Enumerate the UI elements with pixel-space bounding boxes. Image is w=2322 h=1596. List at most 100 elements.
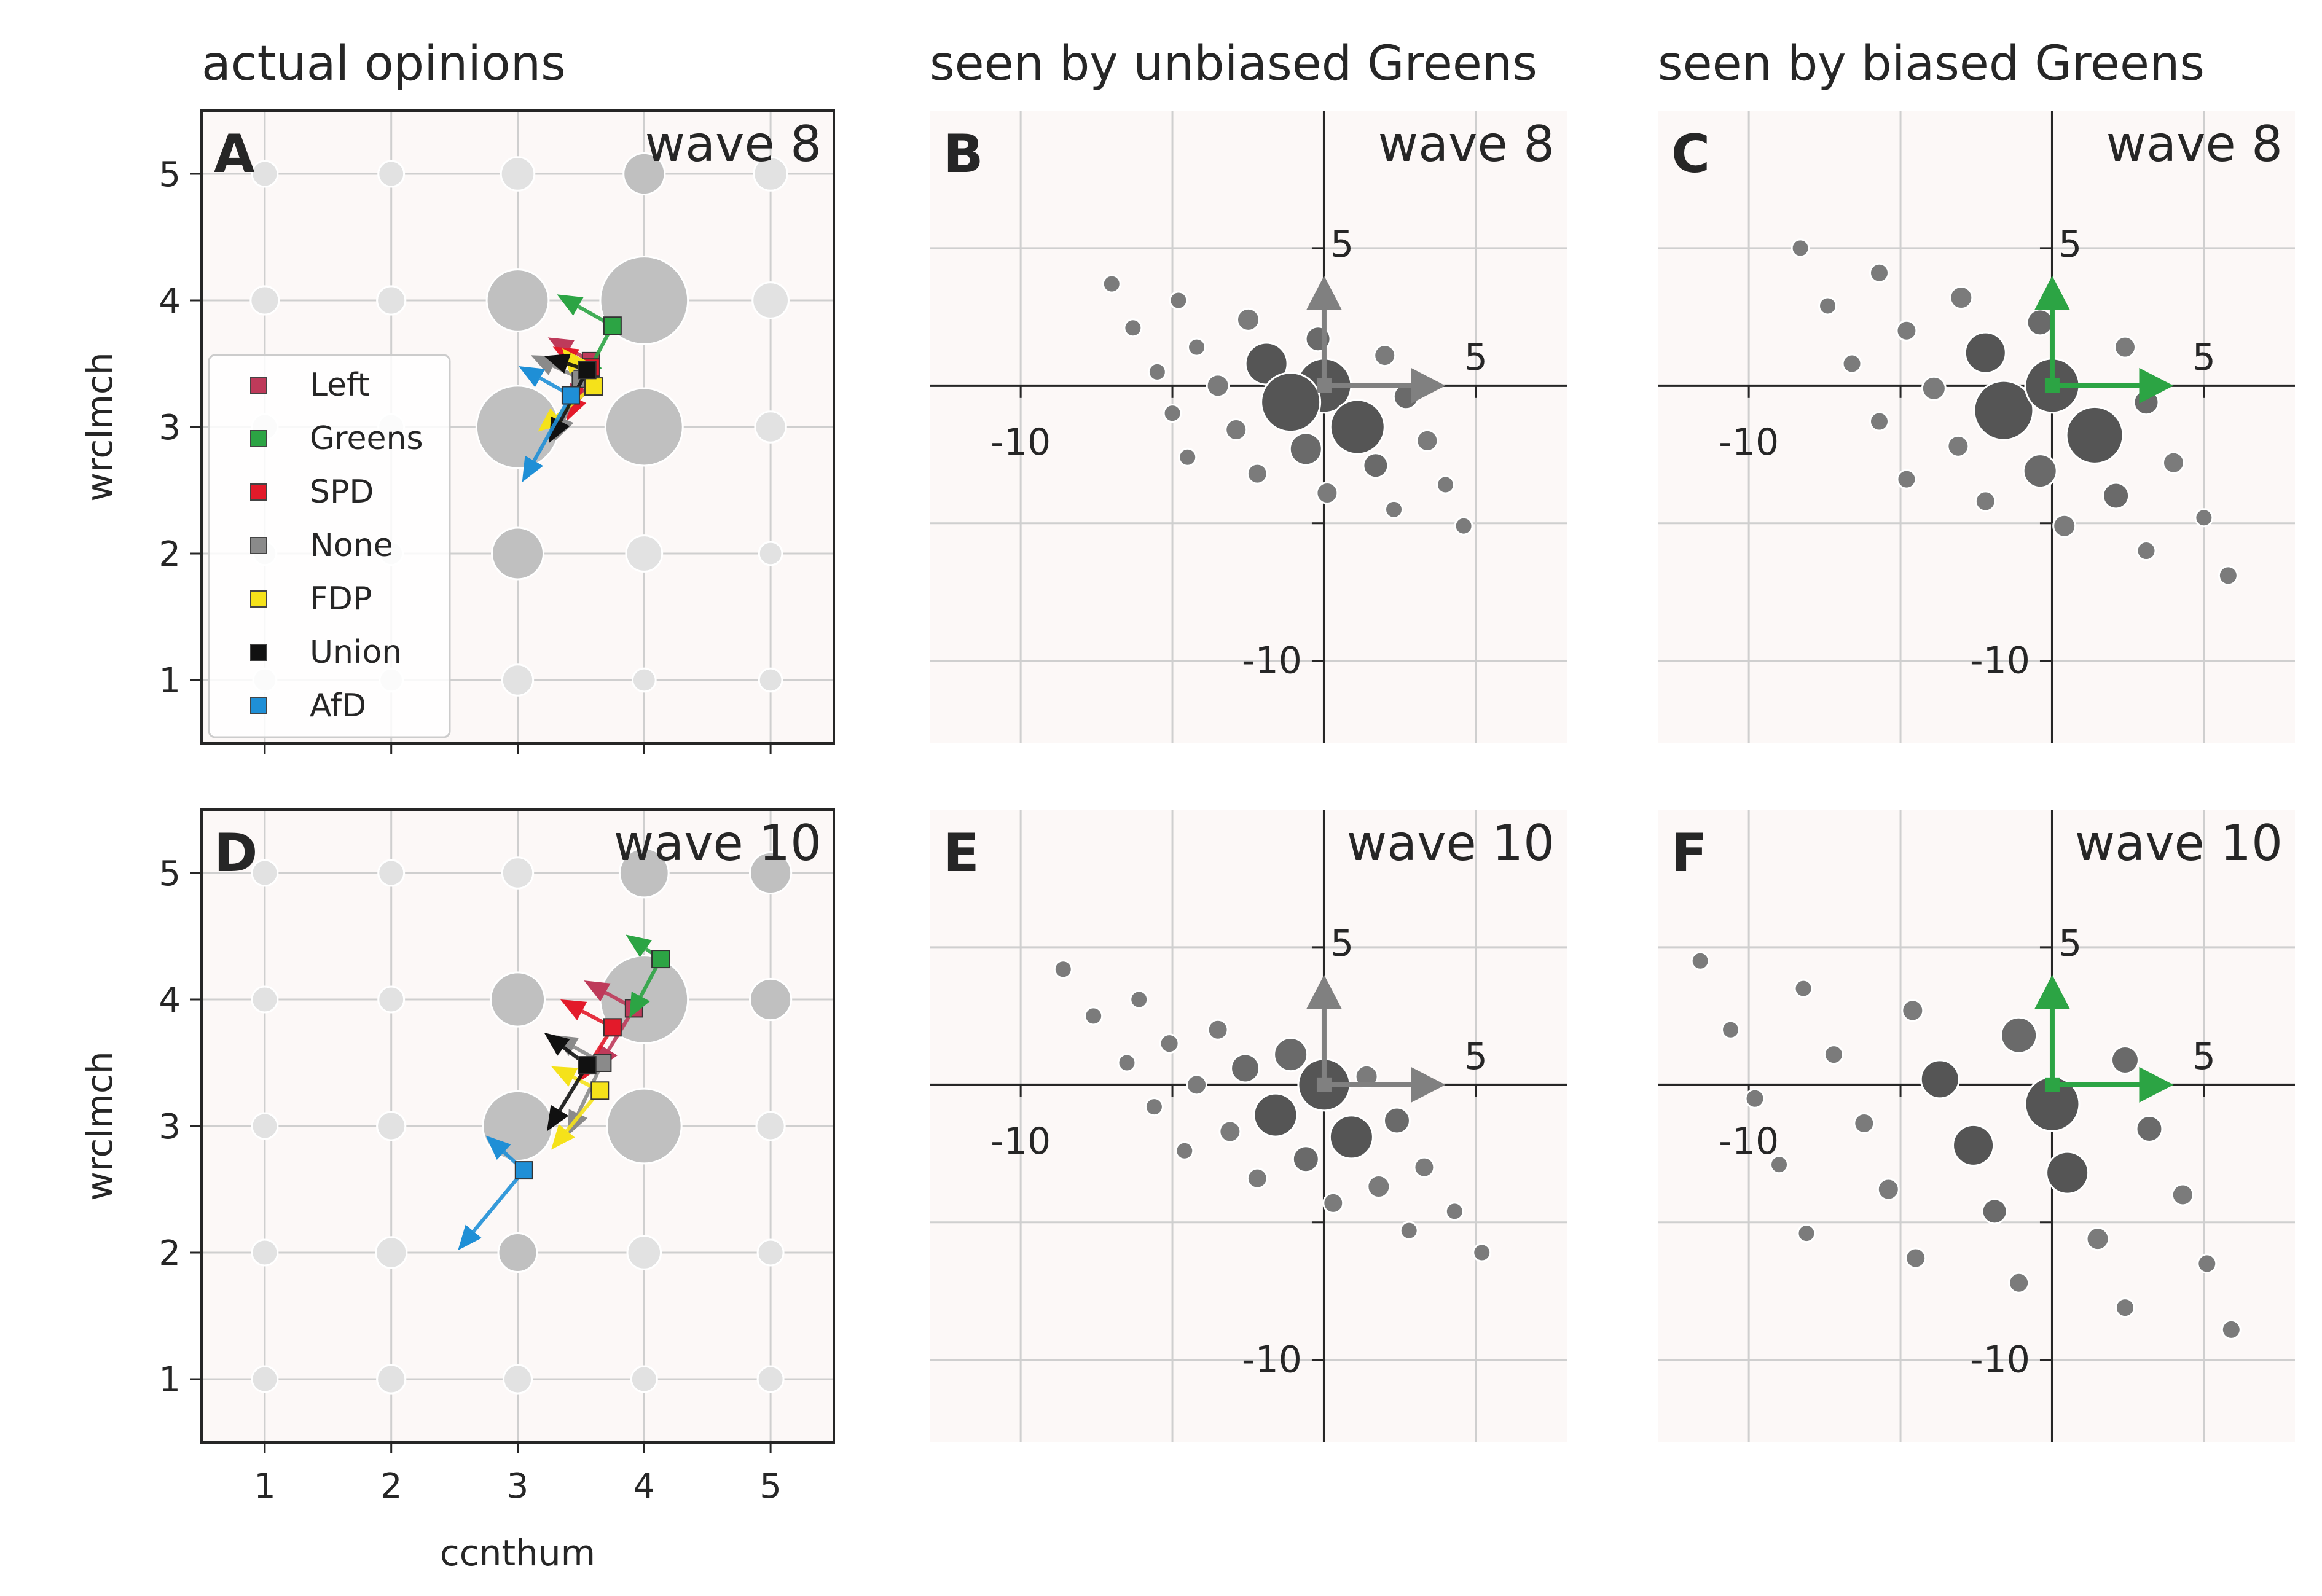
projected-point [1435,475,1455,495]
x-tick-label: 2 [380,1466,402,1506]
x-tick-label: 5 [1464,336,1488,379]
opinion-bubble [618,847,670,899]
opinion-bubble [756,1238,785,1267]
projected-point [1175,1141,1194,1160]
projected-point [1123,318,1143,338]
opinion-bubble [599,256,689,345]
y-tick-label: 4 [159,281,181,321]
opinion-bubble [758,667,783,693]
opinion-bubble [622,152,666,196]
projected-point [1770,1155,1789,1175]
series-arrow-head-union [544,1032,570,1056]
projected-point [1791,238,1810,258]
projected-point [1218,1120,1242,1143]
panel-b: -10 5 5 -10 B wave 8 [930,111,1567,743]
projected-point [1253,1092,1298,1138]
y-tick-label: 1 [159,1360,181,1400]
y-tick-label: 5 [159,155,181,195]
y-tick-label: -10 [1970,1339,2030,1382]
series-arrow-head-afd [485,1135,511,1160]
series-arrow-head-none [567,1109,588,1136]
series-marker-fdp [584,377,603,396]
projected-point [1273,1037,1309,1073]
opinion-bubble [377,985,406,1014]
y-axis-label: wrclmch [79,1051,120,1200]
y-tick-label: 1 [159,661,181,701]
x-tick-label: -10 [1719,1120,1779,1163]
projected-point [1794,979,1813,998]
opinion-bubble [631,667,657,693]
y-tick-label: 2 [159,1234,181,1273]
projected-point [2135,1114,2163,1143]
projected-point [2114,1297,2135,1318]
series-arrow-head-fdp [551,1066,578,1087]
series-arrow-head-afd [458,1224,482,1251]
y-tick-label: -10 [1242,1339,1302,1382]
projected-point [1230,1053,1261,1084]
projected-point [1973,380,2034,441]
projected-point [2102,482,2130,510]
opinion-bubble [485,268,550,332]
x-tick-label: -10 [990,1120,1051,1163]
projected-point [1187,337,1207,357]
projected-point [1399,1221,1419,1240]
series-arrow-head-spd [560,999,587,1020]
panel-c: -10 5 5 -10 C wave 8 [1658,111,2295,743]
projected-point [1920,1059,1960,1100]
projected-point [1129,990,1149,1009]
plot-background [930,810,1567,1442]
projected-point [1905,1247,1927,1269]
opinion-bubble [251,1112,279,1140]
wave-label: wave 10 [2075,815,2283,872]
basis-arrow-head [2034,275,2070,310]
basis-arrow-head [1411,1066,1446,1103]
legend-swatch-left [250,377,267,394]
legend-label-spd: SPD [310,474,374,510]
projected-point [1373,344,1397,367]
y-axis-label: wrclmch [79,352,120,501]
panel-letter: A [214,123,255,185]
projected-point [2197,1253,2218,1274]
column-title-actual: actual opinions [202,36,566,92]
projected-point [1159,1033,1180,1054]
series-arrow-head-greens [626,934,652,958]
panel-letter: D [214,823,257,884]
series-arrow-afd [532,394,573,462]
projected-point [2171,1183,2194,1207]
opinion-bubble [251,1238,279,1267]
projected-point [1225,418,1248,441]
projected-point [1454,516,1473,536]
projected-point [1246,1167,1268,1189]
legend-swatch-fdp [250,590,267,608]
projected-point [1084,1006,1104,1026]
x-tick-label: 5 [1464,1035,1488,1078]
opinion-bubble [749,977,793,1022]
projected-point [1316,481,1339,504]
basis-arrow-head [2034,974,2070,1009]
projected-point [1206,374,1230,398]
projected-point [2000,1016,2038,1054]
projected-point [1367,1175,1391,1199]
origin-marker [1316,378,1332,393]
opinion-bubble [501,663,535,697]
projected-point [1896,469,1917,490]
opinion-bubble [377,859,406,887]
projected-point [2221,1319,2242,1340]
projected-point [1186,1074,1208,1096]
projected-point [1869,262,1889,283]
projected-point [1947,434,1970,458]
projected-point [2218,565,2238,586]
legend-label-left: Left [310,367,370,404]
projected-point [2113,335,2136,359]
opinion-bubble [751,281,790,319]
opinion-bubble [604,387,684,467]
wave-label: wave 10 [614,815,822,872]
opinion-bubble [249,285,280,316]
projected-point [1949,286,1974,310]
projected-point [2052,514,2077,538]
projected-point [1413,1156,1435,1178]
series-marker-afd [514,1161,533,1180]
projected-point [1823,1044,1844,1065]
legend-label-none: None [310,527,393,564]
projected-point [1292,1145,1320,1173]
